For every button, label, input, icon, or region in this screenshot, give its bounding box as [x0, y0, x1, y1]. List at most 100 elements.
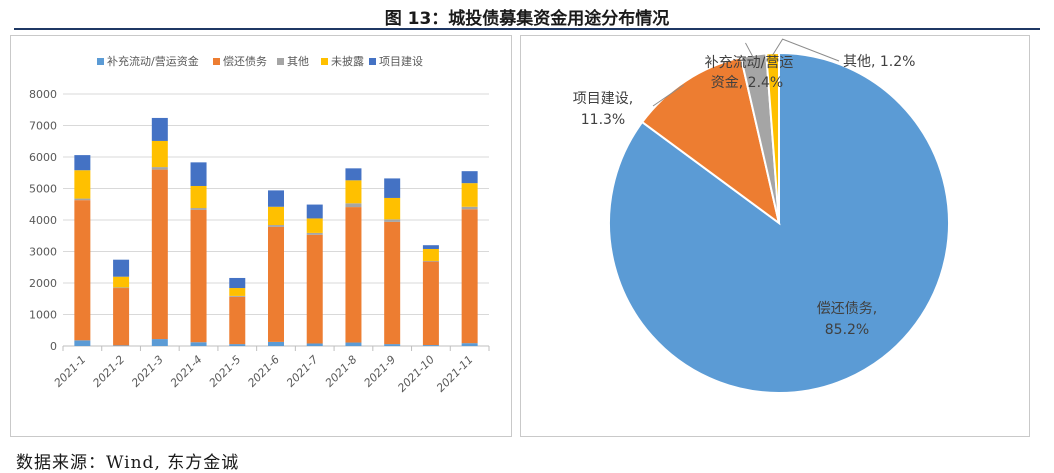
- y-tick-label: 0: [50, 340, 57, 353]
- bar-segment-4: [151, 140, 168, 168]
- pie-chart: 偿还债务, 85.2% 项目建设, 11.3% 补充流动/营运资金, 2.4% 其他, 1…: [573, 38, 950, 394]
- x-tick-label: 2021-8: [323, 353, 360, 390]
- pie-label: 补充流动/营运: [705, 55, 794, 71]
- bar-segment-1: [461, 343, 478, 346]
- pie-label: 其他, 1.2%: [843, 54, 915, 70]
- bar-segment-3: [384, 219, 401, 222]
- bar-segment-5: [384, 178, 401, 198]
- bar-segment-4: [74, 170, 91, 199]
- pie-chart-panel: 偿还债务, 85.2% 项目建设, 11.3% 补充流动/营运 资金, 2.4% 其他, 1…: [520, 35, 1030, 437]
- bar-segment-4: [306, 218, 323, 233]
- x-tick-label: 2021-6: [245, 353, 282, 390]
- legend-swatch: [97, 58, 104, 65]
- y-tick-label: 6000: [29, 151, 57, 164]
- pie-slice-2: [640, 56, 781, 226]
- bar-segment-4: [229, 288, 246, 296]
- bar-segment-1: [190, 342, 207, 346]
- bar-segment-3: [190, 208, 207, 210]
- bar-segment-4: [422, 248, 439, 261]
- bar-segment-4: [384, 197, 401, 220]
- pie-label: 资金, 2.4%: [711, 75, 783, 91]
- bar-segment-5: [190, 162, 207, 186]
- bar-segment-5: [74, 155, 91, 171]
- pie-slice-1: [608, 51, 950, 394]
- bar-segment-1: [306, 343, 323, 346]
- bar-segment-4: [268, 206, 284, 226]
- pie-label-value: 11.3%: [581, 112, 625, 128]
- pie-label-value: 85.2%: [825, 322, 869, 338]
- bar-segment-1: [268, 341, 284, 346]
- y-tick-label: 1000: [29, 309, 57, 322]
- bar-segment-3: [268, 225, 284, 227]
- y-tick-label: 7000: [29, 120, 57, 133]
- legend-label: 其他: [287, 55, 309, 68]
- legend-label: 项目建设: [379, 54, 423, 68]
- bar-segment-1: [229, 344, 246, 346]
- bar-segment-5: [113, 259, 130, 277]
- bar-segment-4: [345, 180, 362, 204]
- bar-segment-2: [461, 209, 478, 344]
- x-tick-label: 2021-10: [395, 353, 437, 395]
- y-tick-label: 3000: [29, 246, 57, 259]
- bar-segment-4: [190, 185, 207, 209]
- stacked-bar-chart-panel: 0 1000 2000 3000 4000 5000 6000 7000 8000 2021-1 2…: [10, 35, 512, 437]
- y-tick-label: 8000: [29, 88, 57, 101]
- bar-segment-3: [306, 232, 323, 235]
- bar-segment-1: [384, 344, 401, 346]
- pie-label: 偿还债务,: [817, 301, 877, 317]
- x-tick-label: 2021-2: [90, 353, 127, 390]
- legend-swatch: [213, 58, 220, 65]
- bar-segment-5: [151, 117, 168, 141]
- x-tick-label: 2021-5: [207, 353, 244, 390]
- bar-segment-3: [74, 198, 91, 201]
- bar-segment-1: [422, 345, 439, 346]
- x-tick-label: 2021-9: [362, 353, 399, 390]
- page-title: 图 13：城投债募集资金用途分布情况: [384, 9, 670, 29]
- bar-segment-2: [422, 261, 439, 346]
- bar-segment-3: [345, 203, 362, 208]
- bar-segment-5: [422, 245, 439, 249]
- pie-leader-line: [745, 42, 754, 59]
- x-tick-label: 2021-3: [129, 353, 166, 390]
- x-tick-label: 2021-7: [284, 353, 321, 390]
- legend-swatch: [321, 58, 328, 65]
- legend-label: 未披露: [331, 54, 364, 68]
- pie-label: 项目建设,: [573, 91, 633, 107]
- bar-segment-1: [113, 345, 130, 346]
- bar-segment-4: [461, 183, 478, 207]
- legend-label: 补充流动/营运资金: [107, 54, 199, 68]
- bar-segment-2: [229, 296, 246, 345]
- bar-segment-1: [151, 339, 168, 346]
- bar-segment-5: [345, 168, 362, 181]
- bar-segment-1: [74, 340, 91, 346]
- y-tick-label: 2000: [29, 277, 57, 290]
- pie-leader-line: [652, 84, 685, 107]
- bar-segment-3: [461, 206, 478, 210]
- x-tick-label: 2021-1: [52, 353, 89, 390]
- bar-segment-3: [229, 295, 246, 297]
- bar-segment-5: [268, 190, 284, 207]
- title-divider: [14, 28, 1040, 30]
- x-tick-label: 2021-11: [434, 353, 476, 395]
- y-tick-label: 5000: [29, 183, 57, 196]
- x-tick-label: 2021-4: [168, 353, 205, 390]
- bar-segment-2: [345, 207, 362, 343]
- bar-segment-1: [345, 342, 362, 346]
- bar-segment-2: [190, 209, 207, 343]
- bar-segment-3: [113, 287, 130, 289]
- legend-swatch: [277, 58, 284, 65]
- bar-segment-2: [151, 169, 168, 340]
- bar-segment-2: [268, 226, 284, 342]
- pie-slice-4: [765, 51, 780, 224]
- bar-segment-2: [74, 200, 91, 341]
- bar-segment-5: [229, 277, 246, 289]
- y-tick-label: 4000: [29, 214, 57, 227]
- bar-segment-4: [113, 276, 130, 288]
- legend-swatch: [369, 58, 376, 65]
- data-source-note: 数据来源：Wind, 东方金诚: [16, 453, 240, 473]
- bar-segment-3: [151, 167, 168, 170]
- bar-segment-5: [306, 204, 323, 219]
- legend-label: 偿还债务: [223, 54, 267, 68]
- bar-segment-2: [306, 234, 323, 344]
